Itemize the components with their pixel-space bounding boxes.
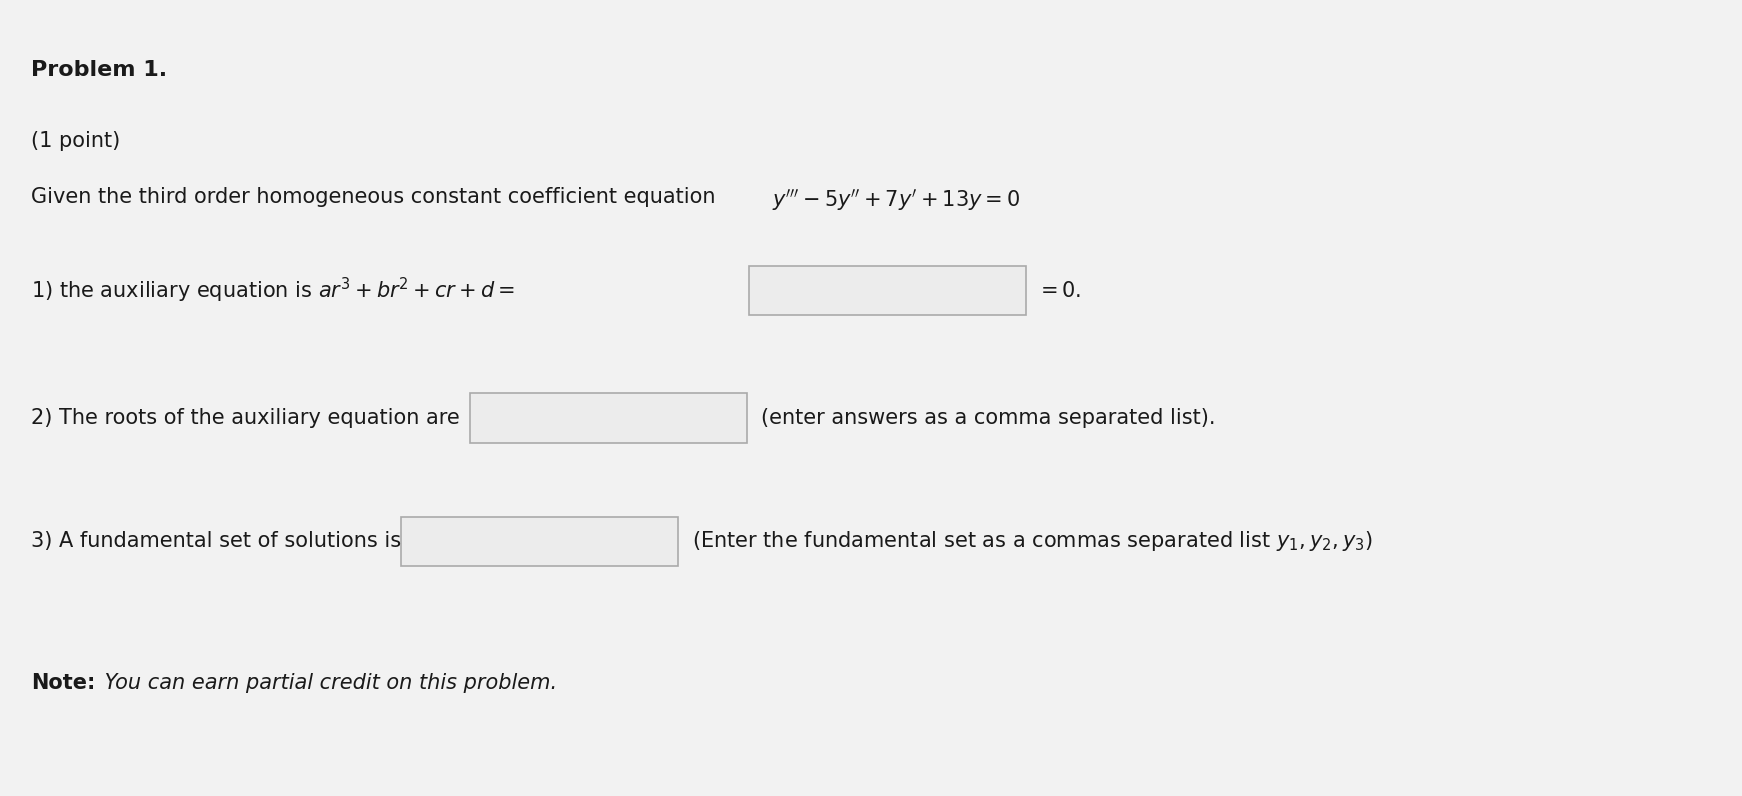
Text: $= 0.$: $= 0.$ (1036, 280, 1082, 301)
Text: (1 point): (1 point) (31, 131, 120, 151)
FancyBboxPatch shape (749, 266, 1026, 315)
Text: (Enter the fundamental set as a commas separated list $y_1, y_2, y_3$): (Enter the fundamental set as a commas s… (692, 529, 1373, 553)
Text: $y''' - 5y'' + 7y' + 13y = 0$: $y''' - 5y'' + 7y' + 13y = 0$ (772, 187, 1019, 213)
FancyBboxPatch shape (401, 517, 678, 566)
Text: You can earn partial credit on this problem.: You can earn partial credit on this prob… (98, 673, 557, 693)
Text: Problem 1.: Problem 1. (31, 60, 167, 80)
Text: 1) the auxiliary equation is $ar^3 + br^2 + cr + d = $: 1) the auxiliary equation is $ar^3 + br^… (31, 276, 516, 305)
Text: Note:: Note: (31, 673, 96, 693)
FancyBboxPatch shape (470, 393, 747, 443)
Text: 2) The roots of the auxiliary equation are: 2) The roots of the auxiliary equation a… (31, 408, 460, 428)
Text: Given the third order homogeneous constant coefficient equation: Given the third order homogeneous consta… (31, 187, 723, 207)
Text: 3) A fundamental set of solutions is: 3) A fundamental set of solutions is (31, 531, 401, 552)
Text: (enter answers as a comma separated list).: (enter answers as a comma separated list… (761, 408, 1216, 428)
